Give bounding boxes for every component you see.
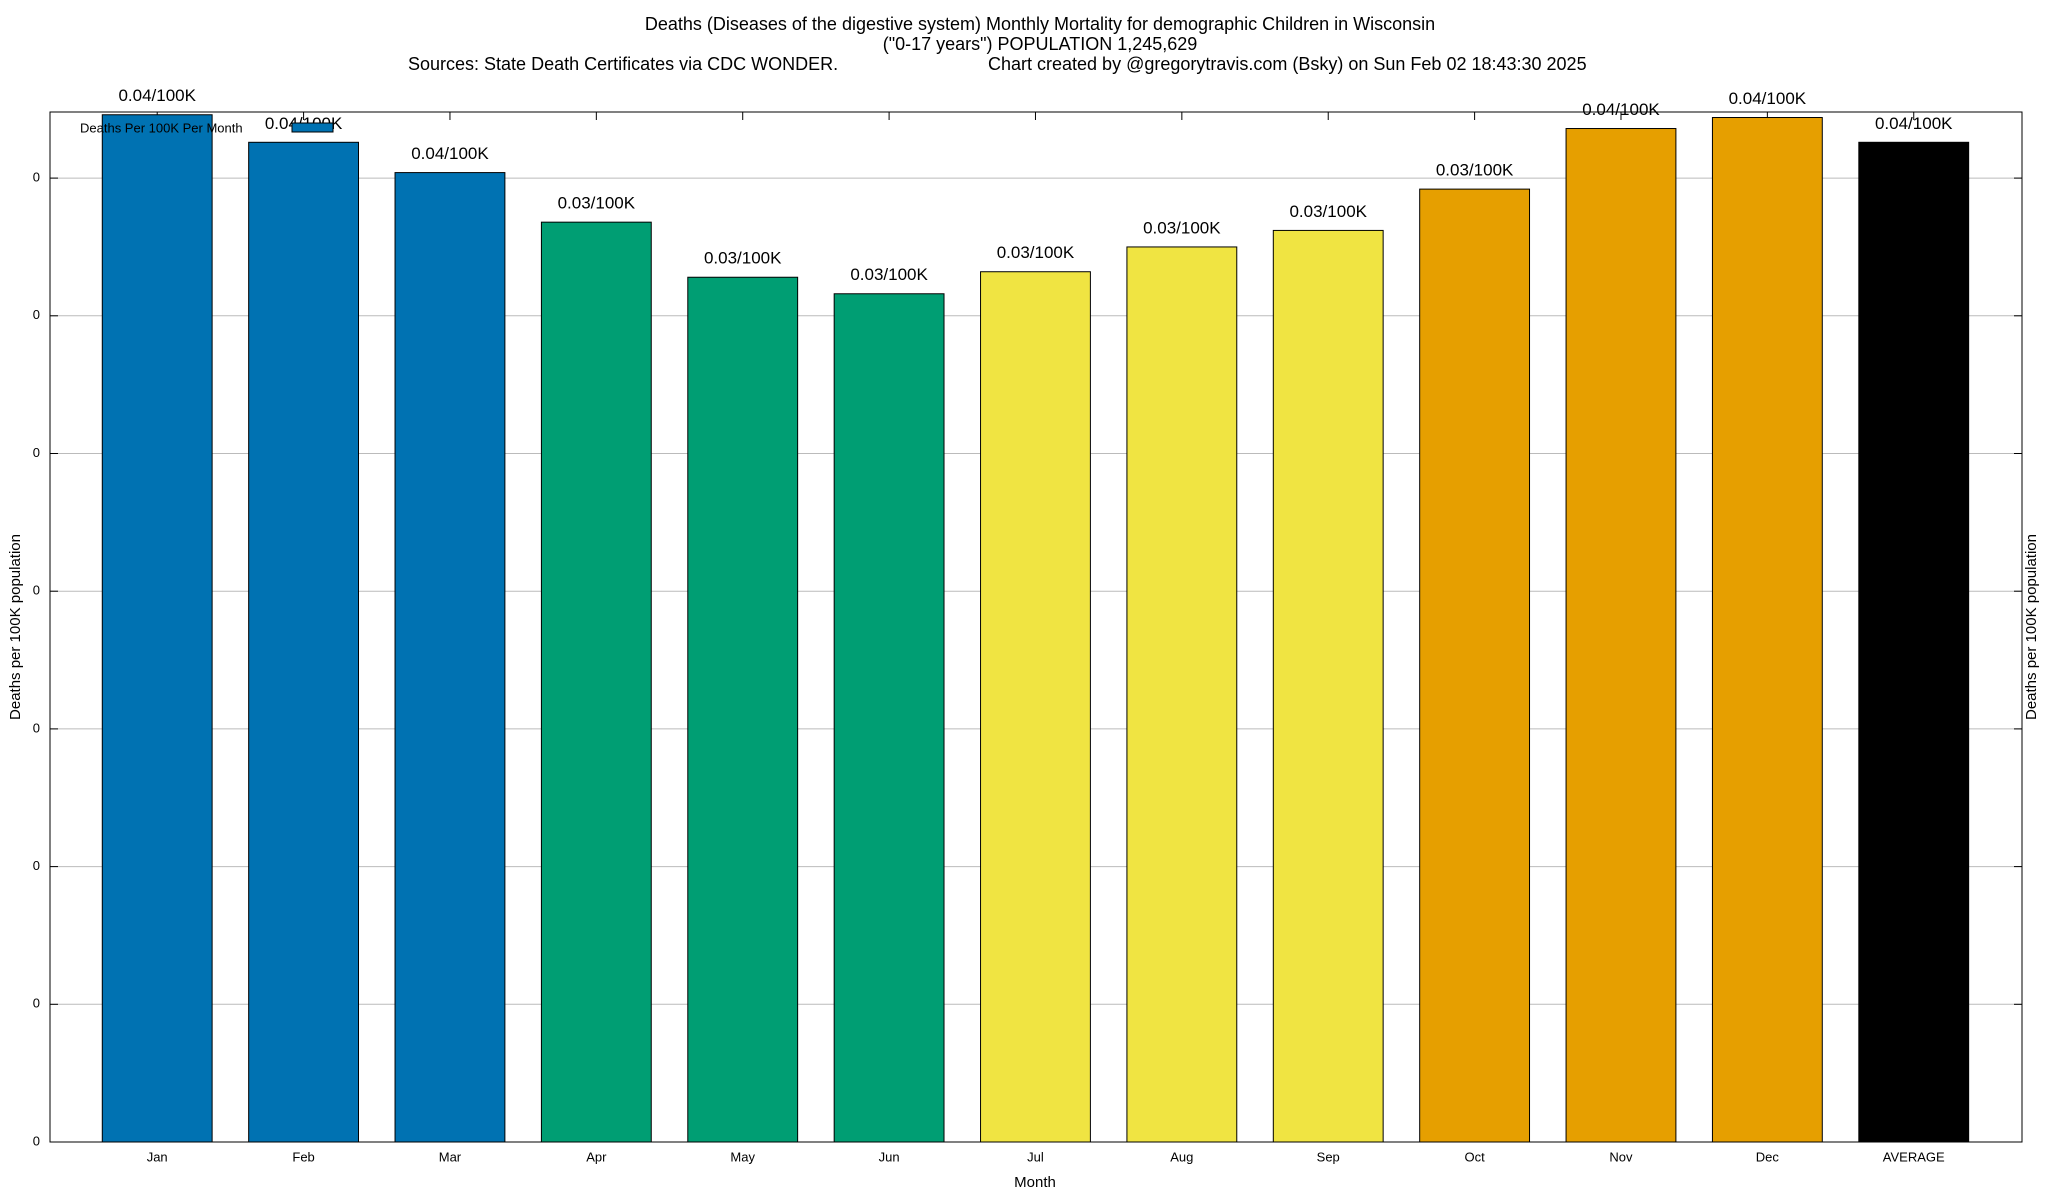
x-tick-label: Oct	[1464, 1149, 1485, 1164]
chart-subtitle: Sources: State Death Certificates via CD…	[408, 54, 838, 74]
value-label: 0.03/100K	[1289, 202, 1367, 221]
x-tick-label: May	[730, 1149, 755, 1164]
bar	[687, 276, 799, 1143]
bar	[833, 293, 945, 1143]
bar	[1565, 128, 1677, 1143]
x-tick-label: Nov	[1609, 1149, 1633, 1164]
x-tick-label: AVERAGE	[1883, 1149, 1945, 1164]
value-label: 0.04/100K	[411, 144, 489, 163]
x-tick-label: Jan	[147, 1149, 168, 1164]
value-label: 0.03/100K	[997, 243, 1075, 262]
x-tick-label: Apr	[586, 1149, 607, 1164]
value-label: 0.03/100K	[1143, 218, 1221, 237]
value-label: 0.03/100K	[850, 265, 928, 284]
x-tick-label: Aug	[1170, 1149, 1193, 1164]
value-label: 0.04/100K	[1875, 114, 1953, 133]
bar	[1419, 188, 1531, 1143]
y-tick-label: 0	[33, 1133, 40, 1148]
value-label: 0.04/100K	[118, 86, 196, 105]
x-tick-label: Jul	[1027, 1149, 1044, 1164]
bar	[248, 141, 360, 1143]
y-axis-label: Deaths per 100K population	[7, 534, 24, 720]
y-tick-label: 0	[33, 307, 40, 322]
plot-frame	[49, 111, 2023, 1143]
y-tick-label: 0	[33, 583, 40, 598]
x-tick-label: Jun	[879, 1149, 900, 1164]
x-axis-label: Month	[1014, 1174, 1056, 1191]
y2-axis-label: Deaths per 100K population	[2023, 534, 2040, 720]
value-label: 0.04/100K	[1729, 89, 1807, 108]
y-tick-label: 0	[33, 858, 40, 873]
legend-swatch	[291, 122, 334, 133]
value-label: 0.03/100K	[704, 249, 782, 268]
value-label: 0.03/100K	[558, 194, 636, 213]
bar	[101, 114, 213, 1143]
y-tick-label: 0	[33, 720, 40, 735]
x-tick-label: Dec	[1756, 1149, 1780, 1164]
y-tick-label: 0	[33, 170, 40, 185]
chart-subtitle: Chart created by @gregorytravis.com (Bsk…	[988, 54, 1587, 74]
y-tick-label: 0	[33, 445, 40, 460]
bar	[394, 172, 506, 1143]
bar	[540, 221, 652, 1143]
bar	[980, 271, 1091, 1143]
legend-label: Deaths Per 100K Per Month	[80, 120, 243, 135]
x-tick-label: Sep	[1317, 1149, 1340, 1164]
bar	[1858, 141, 1970, 1143]
value-label: 0.04/100K	[1582, 100, 1660, 119]
x-tick-label: Feb	[292, 1149, 314, 1164]
chart-title: Deaths (Diseases of the digestive system…	[645, 14, 1435, 34]
x-tick-label: Mar	[439, 1149, 462, 1164]
bar	[1126, 246, 1238, 1143]
chart-title: ("0-17 years") POPULATION 1,245,629	[883, 34, 1198, 54]
value-label: 0.03/100K	[1436, 161, 1514, 180]
bar	[1711, 117, 1823, 1143]
y-tick-label: 0	[33, 996, 40, 1011]
bar	[1272, 229, 1384, 1143]
